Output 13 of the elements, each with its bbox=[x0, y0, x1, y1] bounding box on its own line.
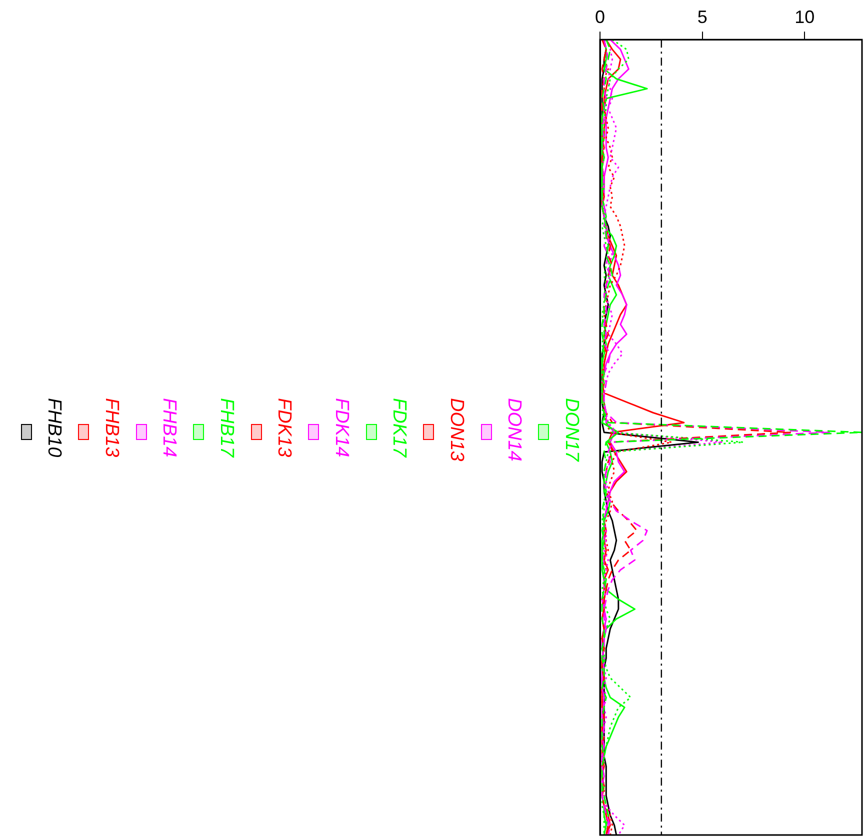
legend-label: FDK13 bbox=[272, 398, 294, 458]
legend-label: FHB10 bbox=[42, 398, 64, 458]
legend-label: FDK14 bbox=[330, 398, 352, 458]
legend-label: DON14 bbox=[502, 398, 524, 462]
legend-label: FHB14 bbox=[158, 398, 180, 458]
legend-label: FHB13 bbox=[100, 398, 122, 458]
x-tick-label: 5 bbox=[697, 6, 708, 27]
legend-label: DON13 bbox=[445, 398, 467, 462]
legend-label: FHB17 bbox=[215, 398, 237, 458]
legend-label: FDK17 bbox=[388, 398, 410, 458]
x-tick-label: 0 bbox=[594, 6, 606, 27]
x-tick-label: 10 bbox=[794, 6, 815, 27]
legend-label: DON17 bbox=[560, 398, 582, 462]
